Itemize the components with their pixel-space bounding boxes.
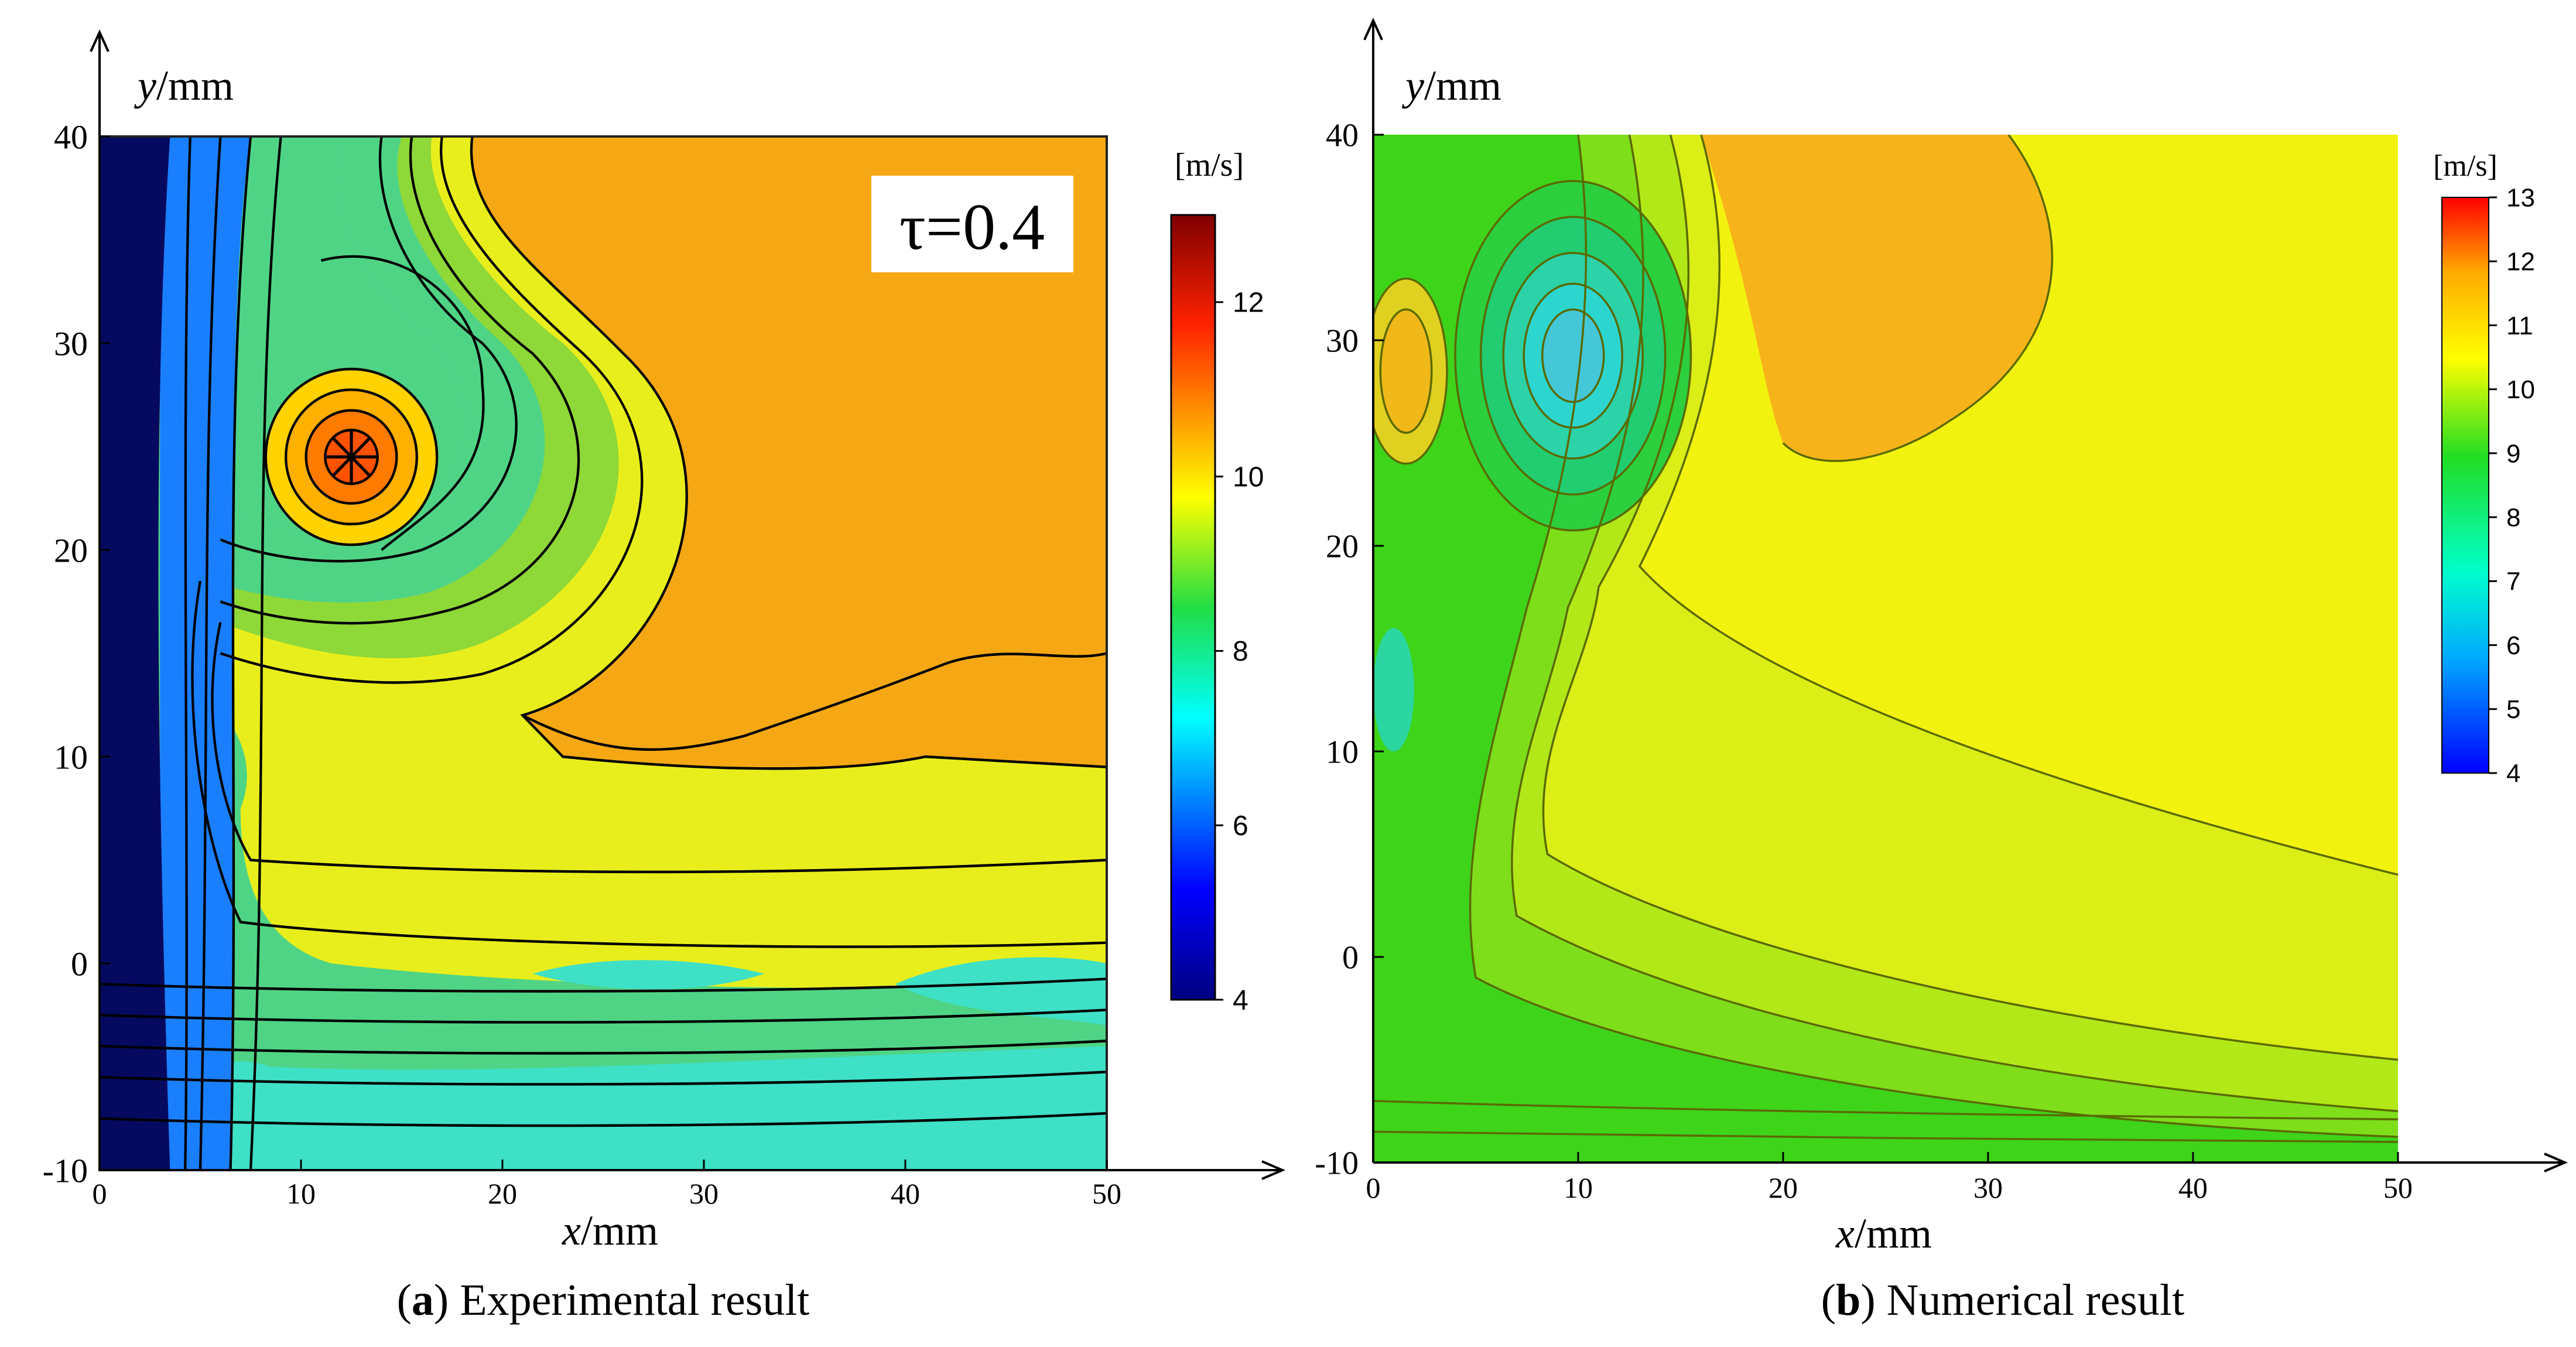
x-tick-label: 10 <box>1564 1171 1593 1204</box>
panel-a-y-ticks: -10 0 10 20 30 40 <box>43 118 110 1189</box>
panel-b-x-arrowhead <box>2544 1153 2568 1172</box>
panel-b-caption-text: Numerical result <box>1887 1276 2185 1325</box>
panel-b-y-unit: /mm <box>1424 62 1501 109</box>
panel-a-y-label: y/mm <box>134 62 234 109</box>
y-tick-label: 40 <box>54 118 88 156</box>
panel-a-annotation-box <box>871 176 1073 272</box>
y-tick-label: 10 <box>1326 734 1359 771</box>
panel-b-y-arrowhead <box>1363 18 1383 40</box>
colorbar-tick-label: 8 <box>2506 504 2520 532</box>
colorbar-tick-label: 10 <box>2506 375 2535 404</box>
panel-b-colorbar-label: [m/s] <box>2433 149 2498 183</box>
colorbar-tick-label: 7 <box>2506 567 2520 596</box>
panel-a-x-var: x <box>562 1207 581 1254</box>
panel-a-annotation: τ=0.4 <box>899 191 1045 264</box>
panel-a-x-ticks: 0 10 20 30 40 50 <box>93 1160 1121 1210</box>
colorbar-tick-label: 5 <box>2506 695 2520 724</box>
panel-b-x-var: x <box>1835 1210 1855 1257</box>
x-tick-label: 40 <box>2178 1171 2208 1204</box>
x-tick-label: 20 <box>1768 1171 1798 1204</box>
panel-a-caption: (a) Experimental result <box>397 1276 810 1325</box>
colorbar-tick-label: 12 <box>2506 248 2535 276</box>
panel-a-colorbar <box>1170 214 1216 1001</box>
colorbar-tick-label: 6 <box>1233 811 1248 842</box>
panel-b-x-label: x/mm <box>1835 1210 1932 1257</box>
colorbar-tick-label: 11 <box>2506 312 2533 340</box>
x-tick-label: 20 <box>488 1177 517 1210</box>
y-tick-label: -10 <box>1315 1146 1359 1182</box>
panel-a-y-var: y <box>134 62 156 109</box>
colorbar-tick-label: 10 <box>1233 461 1264 493</box>
panel-a-colorbar-ticks: 4 6 8 10 12 <box>1215 288 1264 1016</box>
panel-a-caption-text: Experimental result <box>460 1276 809 1325</box>
x-tick-label: 40 <box>891 1177 920 1210</box>
panel-a-y-unit: /mm <box>156 62 234 109</box>
panel-b-x-ticks: 0 10 20 30 40 50 <box>1366 1152 2413 1204</box>
x-tick-label: 10 <box>286 1177 316 1210</box>
panel-b-colorbar <box>2441 197 2489 774</box>
colorbar-tick-label: 12 <box>1233 288 1264 319</box>
panel-b-y-label: y/mm <box>1401 62 1501 109</box>
colorbar-tick-label: 6 <box>2506 631 2520 660</box>
y-tick-label: 20 <box>1326 529 1359 565</box>
x-tick-label: 0 <box>93 1177 107 1210</box>
y-tick-label: -10 <box>43 1151 88 1189</box>
panel-a-x-arrowhead <box>1261 1160 1286 1180</box>
x-tick-label: 30 <box>689 1177 719 1210</box>
panel-b-x-unit: /mm <box>1855 1210 1932 1257</box>
x-tick-label: 50 <box>2383 1171 2413 1204</box>
colorbar-tick-label: 4 <box>1233 985 1248 1016</box>
y-tick-label: 0 <box>71 945 88 983</box>
y-tick-label: 20 <box>54 531 88 569</box>
panel-b-caption-letter: b <box>1836 1276 1860 1325</box>
x-tick-label: 30 <box>1973 1171 2003 1204</box>
colorbar-tick-label: 8 <box>1233 636 1248 667</box>
panel-b-y-var: y <box>1401 62 1424 109</box>
panel-b-colorbar-ticks: 4 5 6 7 8 9 10 11 12 13 <box>2489 183 2535 788</box>
y-tick-label: 10 <box>54 738 88 776</box>
y-tick-label: 30 <box>1326 323 1359 360</box>
panel-a-y-arrowhead <box>90 29 110 52</box>
panel-a-caption-letter: a <box>412 1276 434 1325</box>
colorbar-tick-label: 9 <box>2506 439 2520 468</box>
panel-b-y-ticks: -10 0 10 20 30 40 <box>1315 118 1384 1182</box>
panel-b-caption: (b) Numerical result <box>1821 1276 2185 1325</box>
y-tick-label: 30 <box>54 324 88 363</box>
panel-b-contour-plot <box>1373 135 2398 1163</box>
colorbar-tick-label: 4 <box>2506 759 2520 788</box>
y-tick-label: 0 <box>1342 940 1359 976</box>
panel-a-contour-plot <box>100 136 1107 1170</box>
colorbar-tick-label: 13 <box>2506 183 2535 212</box>
x-tick-label: 0 <box>1366 1171 1381 1204</box>
panel-a-x-unit: /mm <box>581 1207 658 1254</box>
panel-a-colorbar-label: [m/s] <box>1175 147 1244 183</box>
y-tick-label: 40 <box>1326 118 1359 154</box>
x-tick-label: 50 <box>1092 1177 1121 1210</box>
panel-a-x-label: x/mm <box>562 1207 658 1254</box>
